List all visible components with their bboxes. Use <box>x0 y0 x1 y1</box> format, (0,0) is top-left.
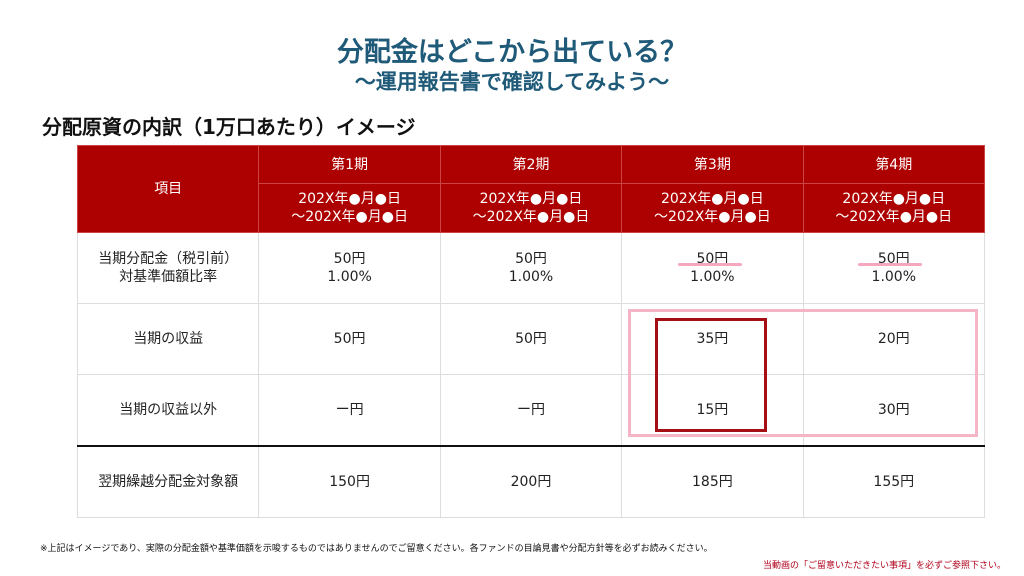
table-cell: 150円 <box>258 444 441 518</box>
period-range: 202X年●月●日 ～202X年●月●日 <box>258 183 441 233</box>
row-label: 当期の収益以外 <box>76 374 260 446</box>
table-cell: 185円 <box>621 444 804 518</box>
footnote: ※上記はイメージであり、実際の分配金額や基準価額を示唆するものではありませんので… <box>40 544 713 554</box>
page-subtitle: ～運用報告書で確認してみよう～ <box>354 70 670 94</box>
table-cell: 200円 <box>439 444 623 518</box>
table-cell: 20円 <box>802 303 986 375</box>
row-label: 当期分配金（税引前） 対基準価額比率 <box>76 232 260 304</box>
disclaimer: 当動画の「ご留意いただきたい事項」を必ずご参照下さい。 <box>762 561 1006 571</box>
table-row: 当期分配金（税引前） 対基準価額比率 50円 1.00% 50円 1.00% 50円 1… <box>76 232 986 304</box>
table-row: 当期の収益 50円 50円 35円 20円 <box>76 303 986 375</box>
period-header: 第4期 <box>802 145 986 184</box>
period-range: 202X年●月●日 ～202X年●月●日 <box>621 183 804 233</box>
period-header: 第3期 <box>621 145 804 184</box>
table-cell: ー円 <box>258 374 441 446</box>
highlight-underline <box>858 263 922 266</box>
table-cell: 50円 1.00% <box>802 232 986 304</box>
period-header: 第2期 <box>439 145 623 184</box>
table-row: 翌期繰越分配金対象額 150円 200円 185円 155円 <box>76 444 986 518</box>
period-range: 202X年●月●日 ～202X年●月●日 <box>439 183 623 233</box>
highlight-underline <box>678 263 742 266</box>
table-cell: 155円 <box>802 444 986 518</box>
table-cell: 50円 1.00% <box>439 232 623 304</box>
row-label: 翌期繰越分配金対象額 <box>76 444 260 518</box>
section-title: 分配原資の内訳（1万口あたり）イメージ <box>42 115 416 139</box>
highlight-box-pink <box>628 309 978 437</box>
row-label: 当期の収益 <box>76 303 260 375</box>
highlight-box-red <box>655 318 767 432</box>
table-cell: 50円 <box>258 303 441 375</box>
period-header: 第1期 <box>258 145 441 184</box>
period-range: 202X年●月●日 ～202X年●月●日 <box>802 183 986 233</box>
page-title: 分配金はどこから出ている？ <box>336 37 688 68</box>
table-cell: 50円 <box>439 303 623 375</box>
table-cell: 35円 <box>621 303 804 375</box>
table-cell: ー円 <box>439 374 623 446</box>
table-cell: 50円 1.00% <box>621 232 804 304</box>
item-header: 項目 <box>76 145 260 233</box>
distribution-table: 項目 第1期 第2期 第3期 第4期 202X年●月●日 ～202X年●月●日 2… <box>76 145 986 518</box>
table-cell: 50円 1.00% <box>258 232 441 304</box>
